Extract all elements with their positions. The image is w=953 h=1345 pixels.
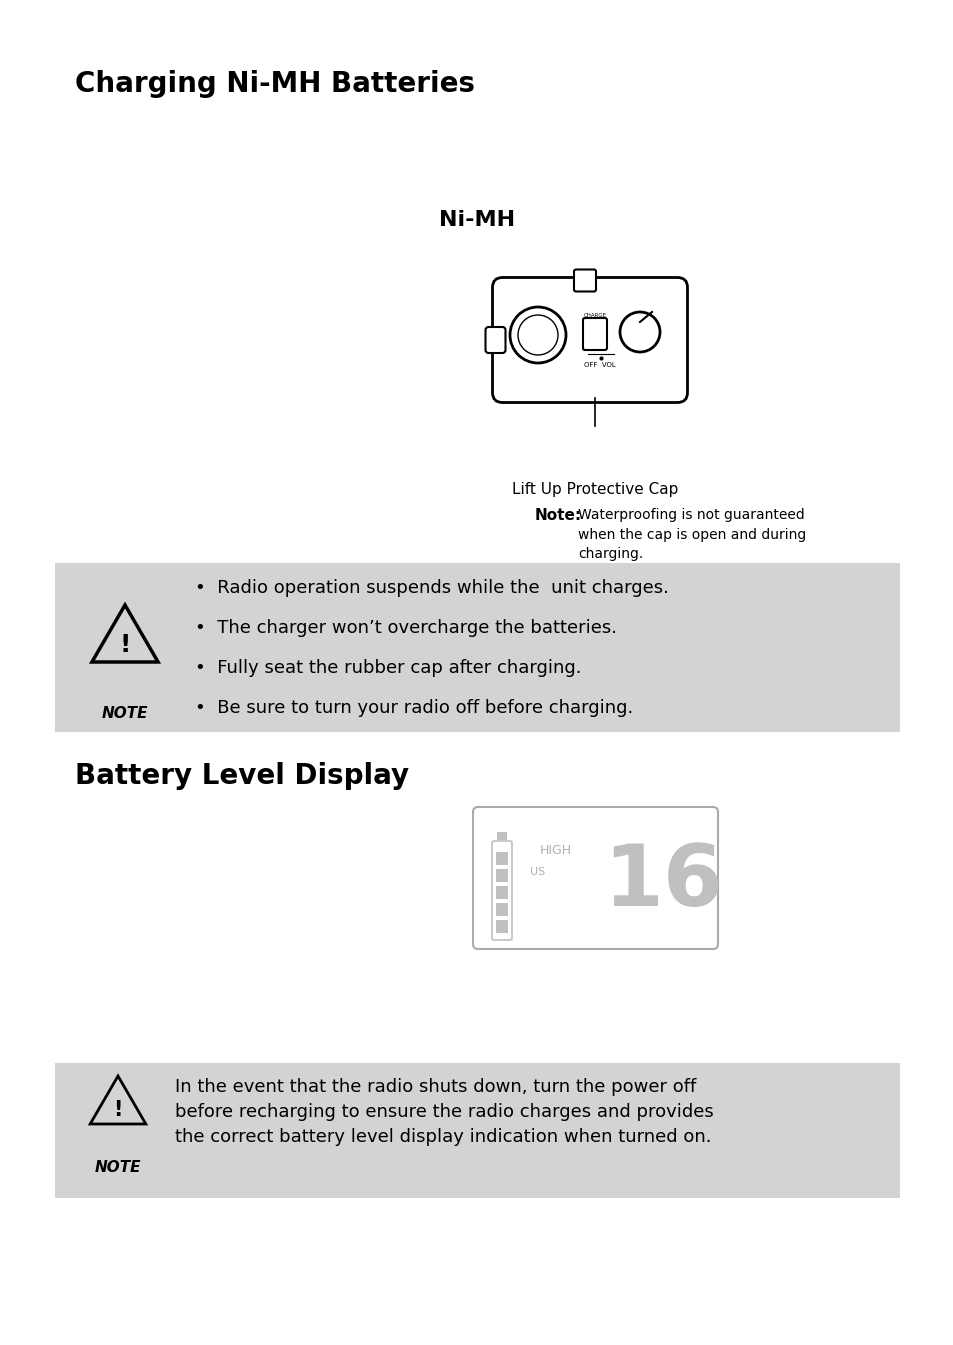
FancyBboxPatch shape	[492, 277, 687, 402]
Circle shape	[619, 312, 659, 352]
Text: HIGH: HIGH	[539, 845, 572, 857]
Text: NOTE: NOTE	[94, 1159, 141, 1176]
Text: •  Be sure to turn your radio off before charging.: • Be sure to turn your radio off before …	[194, 699, 633, 717]
FancyBboxPatch shape	[496, 920, 507, 933]
FancyBboxPatch shape	[55, 1063, 899, 1198]
Text: NOTE: NOTE	[102, 706, 148, 721]
Polygon shape	[91, 1076, 146, 1124]
Text: Lift Up Protective Cap: Lift Up Protective Cap	[511, 482, 678, 498]
Circle shape	[510, 307, 565, 363]
FancyBboxPatch shape	[496, 886, 507, 898]
Text: •  Fully seat the rubber cap after charging.: • Fully seat the rubber cap after chargi…	[194, 659, 581, 677]
Text: 16: 16	[602, 841, 722, 924]
Text: !: !	[119, 633, 131, 656]
FancyBboxPatch shape	[485, 327, 505, 352]
Polygon shape	[91, 605, 158, 662]
Text: •  Radio operation suspends while the  unit charges.: • Radio operation suspends while the uni…	[194, 578, 668, 597]
Text: Ni-MH: Ni-MH	[438, 210, 515, 230]
Text: US: US	[530, 868, 545, 877]
Text: Waterproofing is not guaranteed
when the cap is open and during
charging.: Waterproofing is not guaranteed when the…	[578, 508, 805, 561]
Text: In the event that the radio shuts down, turn the power off
before recharging to : In the event that the radio shuts down, …	[174, 1077, 713, 1146]
Text: •  The charger won’t overcharge the batteries.: • The charger won’t overcharge the batte…	[194, 619, 617, 638]
FancyBboxPatch shape	[496, 851, 507, 865]
FancyBboxPatch shape	[496, 902, 507, 916]
FancyBboxPatch shape	[473, 807, 718, 950]
Text: CHARGE: CHARGE	[583, 313, 606, 317]
Text: Note:: Note:	[535, 508, 581, 523]
FancyBboxPatch shape	[55, 564, 899, 732]
Text: !: !	[113, 1100, 123, 1120]
FancyBboxPatch shape	[496, 869, 507, 882]
Text: Charging Ni-MH Batteries: Charging Ni-MH Batteries	[75, 70, 475, 98]
Text: Battery Level Display: Battery Level Display	[75, 763, 409, 790]
FancyBboxPatch shape	[582, 317, 606, 350]
FancyBboxPatch shape	[492, 841, 512, 940]
Circle shape	[517, 315, 558, 355]
FancyBboxPatch shape	[574, 269, 596, 292]
FancyBboxPatch shape	[497, 833, 506, 841]
Text: OFF  VOL: OFF VOL	[583, 362, 616, 369]
